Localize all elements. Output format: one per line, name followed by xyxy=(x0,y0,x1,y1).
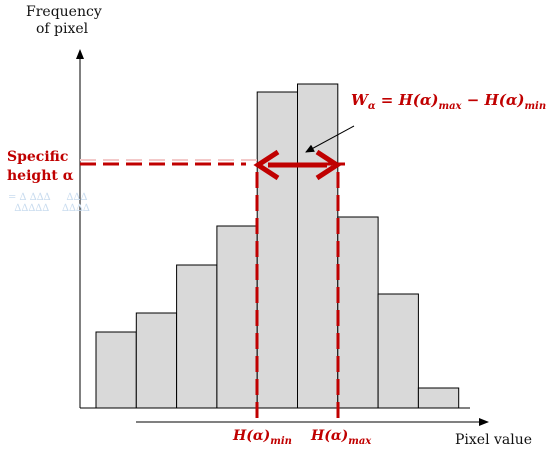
formula-minus: − H(α) xyxy=(461,91,525,109)
histogram-bars xyxy=(95,83,460,409)
y-axis-title-line2: of pixel xyxy=(36,21,89,37)
formula-pointer-arrow xyxy=(305,125,355,153)
width-double-arrow xyxy=(253,149,342,181)
y-axis-title: Frequency of pixel xyxy=(26,4,102,38)
histogram-bar-4 xyxy=(216,225,258,409)
histogram-bar-8 xyxy=(377,293,419,409)
histogram-bar-1 xyxy=(95,331,137,409)
specific-height-line2: height α xyxy=(7,168,74,184)
h-max-sub: max xyxy=(348,435,372,447)
histogram-bar-2 xyxy=(135,312,178,409)
x-axis-title: Pixel value xyxy=(455,432,533,448)
histogram-bar-5 xyxy=(256,91,299,409)
formula-min-sub: min xyxy=(524,101,547,112)
formula-w: W xyxy=(351,91,368,109)
histogram-bar-9 xyxy=(417,387,460,409)
faint-formula-residue: = ∆ ∆∆∆ ∆∆∆ ∆∆∆∆∆ ∆∆∆∆ xyxy=(8,192,90,214)
h-min-label: H(α)min xyxy=(233,428,292,447)
width-formula: Wα = H(α)max − H(α)min xyxy=(351,91,546,112)
h-min-sub: min xyxy=(270,435,292,447)
histogram-bar-7 xyxy=(337,216,379,409)
formula-w-sub: α xyxy=(367,101,376,112)
specific-height-line1: Specific xyxy=(7,149,69,165)
y-axis-title-line1: Frequency xyxy=(26,4,102,20)
specific-height-label: Specific height α xyxy=(7,148,74,186)
histogram-bar-6 xyxy=(297,83,339,409)
h-max-label: H(α)max xyxy=(311,428,371,447)
histogram-bar-3 xyxy=(176,264,218,409)
formula-max-sub: max xyxy=(438,101,462,112)
formula-eq: = H(α) xyxy=(375,91,439,109)
h-min-main: H(α) xyxy=(233,428,271,444)
h-max-main: H(α) xyxy=(311,428,349,444)
